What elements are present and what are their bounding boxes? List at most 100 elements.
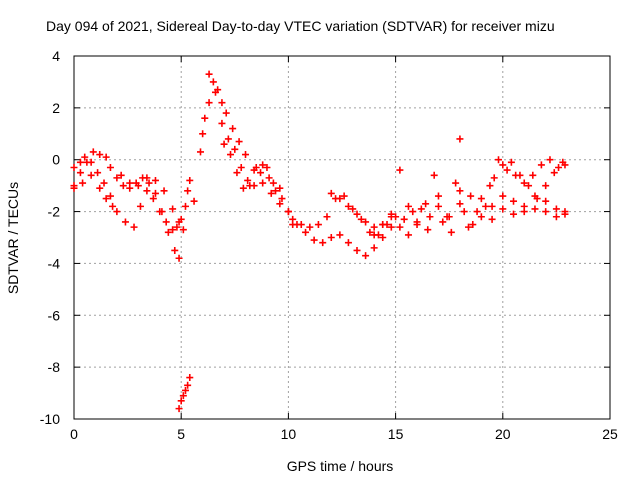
data-point [106, 192, 114, 200]
data-point [218, 119, 226, 127]
data-point [362, 252, 370, 260]
data-point [81, 153, 89, 161]
data-point [229, 125, 237, 133]
data-point [177, 397, 185, 405]
data-point [327, 189, 335, 197]
series-2 [70, 153, 194, 234]
data-point [537, 161, 545, 169]
data-point [452, 179, 460, 187]
data-point [370, 223, 378, 231]
data-point [404, 202, 412, 210]
x-tick-label: 20 [495, 426, 511, 442]
data-point [531, 205, 539, 213]
data-point [510, 197, 518, 205]
data-point [404, 231, 412, 239]
data-point [340, 192, 348, 200]
data-point [542, 182, 550, 190]
y-tick-label: -8 [48, 359, 61, 375]
data-point [434, 192, 442, 200]
data-point [231, 145, 239, 153]
data-point [233, 169, 241, 177]
data-point [175, 254, 183, 262]
data-point [499, 205, 507, 213]
data-point [323, 213, 331, 221]
data-point [552, 205, 560, 213]
data-point [456, 200, 464, 208]
data-point [289, 221, 297, 229]
data-point [235, 138, 243, 146]
data-point [79, 179, 87, 187]
data-point [184, 381, 192, 389]
data-point [220, 140, 228, 148]
data-point [224, 135, 232, 143]
data-point [169, 226, 177, 234]
data-point [171, 246, 179, 254]
data-point [297, 221, 305, 229]
data-point [467, 192, 475, 200]
data-point [70, 182, 78, 190]
data-point [209, 78, 217, 86]
data-point [512, 171, 520, 179]
data-point [336, 231, 344, 239]
data-point [218, 99, 226, 107]
y-tick-label: 2 [52, 100, 60, 116]
data-point [387, 223, 395, 231]
data-point [272, 187, 280, 195]
x-axis-label: GPS time / hours [287, 458, 394, 474]
series-3 [70, 171, 183, 226]
data-point [413, 221, 421, 229]
data-point [276, 200, 284, 208]
ticks [73, 55, 611, 420]
data-point [205, 70, 213, 78]
data-point [460, 208, 468, 216]
data-point [267, 189, 275, 197]
data-point [327, 234, 335, 241]
plot-frame [73, 55, 611, 420]
data-point [499, 161, 507, 169]
data-point [477, 213, 485, 221]
data-point [186, 374, 194, 382]
data-point [302, 228, 310, 236]
data-point [257, 169, 265, 177]
data-point [477, 195, 485, 203]
series-13 [488, 192, 569, 223]
data-point [242, 151, 250, 159]
data-point [439, 218, 447, 226]
y-tick-label: 0 [52, 152, 60, 168]
grid [74, 56, 610, 419]
series-14 [175, 374, 194, 413]
data-point [87, 171, 95, 179]
data-point [520, 179, 528, 187]
data-point [121, 218, 129, 226]
data-point [136, 202, 144, 210]
data-point [164, 228, 172, 236]
data-point [119, 182, 127, 190]
data-point [555, 163, 563, 171]
data-point [370, 231, 378, 239]
data-point [259, 179, 267, 187]
data-point [96, 184, 104, 192]
series-9 [327, 189, 421, 239]
data-point [349, 205, 357, 213]
data-point [400, 215, 408, 223]
data-point [175, 218, 183, 226]
data-point [239, 184, 247, 192]
data-point [237, 163, 245, 171]
data-point [469, 221, 477, 229]
data-point [173, 223, 181, 231]
series-5 [199, 88, 284, 192]
data-point [353, 210, 361, 218]
data-point [344, 202, 352, 210]
data-point [278, 195, 286, 203]
data-point [336, 195, 344, 203]
data-point [175, 405, 183, 413]
data-point [222, 109, 230, 117]
data-point [156, 208, 164, 216]
data-point [246, 182, 254, 190]
data-point [130, 223, 138, 231]
series-12 [424, 192, 569, 234]
data-point [70, 163, 78, 171]
data-point [464, 223, 472, 231]
data-point [550, 169, 558, 177]
data-point [160, 187, 168, 195]
